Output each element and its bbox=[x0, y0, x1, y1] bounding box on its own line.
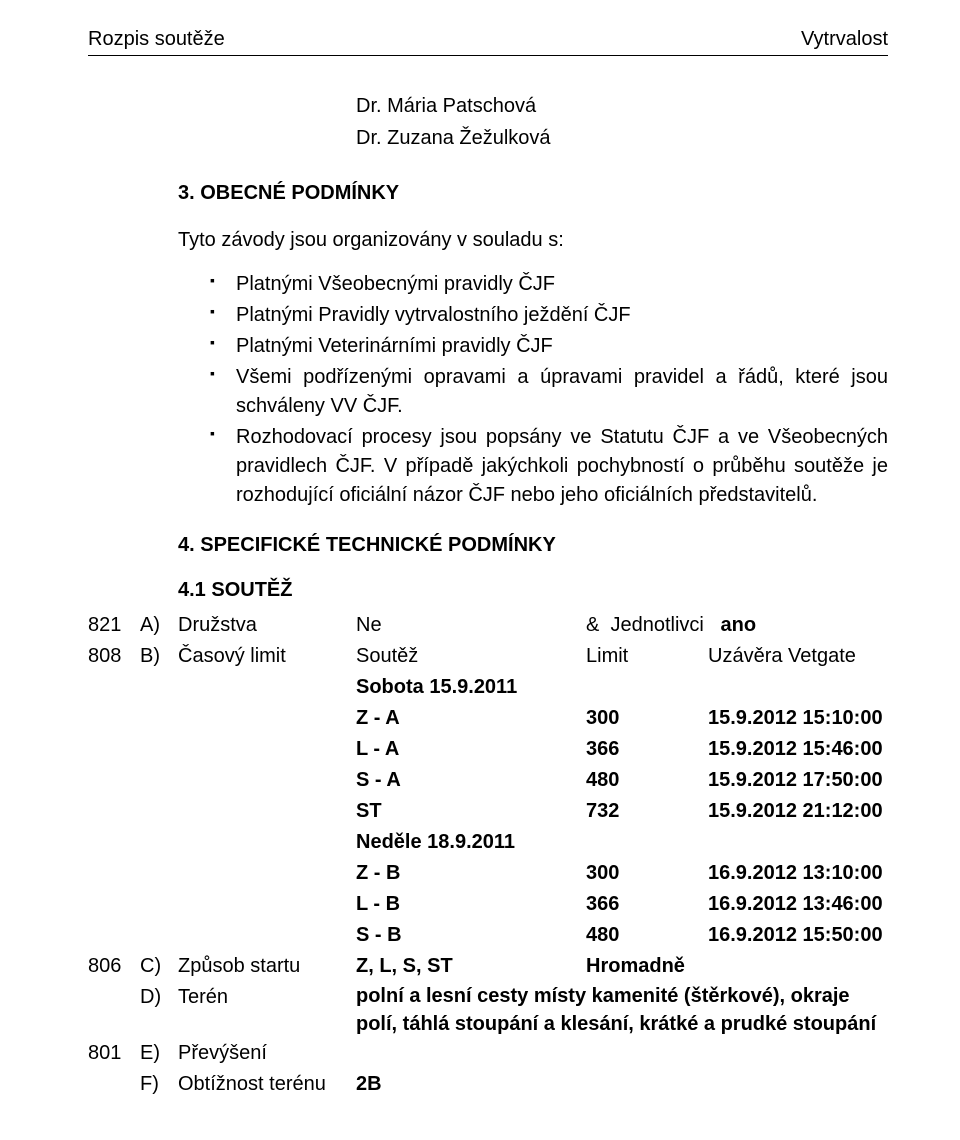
bullet-item: Rozhodovací procesy jsou popsány ve Stat… bbox=[210, 423, 888, 510]
teren-text: polní a lesní cesty místy kamenité (štěr… bbox=[356, 982, 888, 1038]
day-2-heading: Neděle 18.9.2011 bbox=[356, 827, 888, 858]
letter: C) bbox=[140, 951, 178, 982]
label: Časový limit bbox=[178, 641, 356, 672]
label: Družstva bbox=[178, 610, 356, 641]
schedule-line: S - A 480 15.9.2012 17:50:00 bbox=[356, 765, 888, 796]
letter: A) bbox=[140, 610, 178, 641]
h2: Limit bbox=[586, 641, 708, 672]
names-block: Dr. Mária Patschová Dr. Zuzana Žežulková bbox=[356, 90, 888, 154]
row-d: D) Terén polní a lesní cesty místy kamen… bbox=[88, 982, 888, 1038]
document-page: Rozpis soutěže Vytrvalost Dr. Mária Pats… bbox=[0, 0, 960, 1140]
h3: Uzávěra Vetgate bbox=[708, 641, 888, 672]
header-rule bbox=[88, 55, 888, 56]
schedule-line: S - B 480 16.9.2012 15:50:00 bbox=[356, 920, 888, 951]
name-2: Dr. Zuzana Žežulková bbox=[356, 122, 888, 154]
schedule-line: Z - A 300 15.9.2012 15:10:00 bbox=[356, 703, 888, 734]
schedule-line: Z - B 300 16.9.2012 13:10:00 bbox=[356, 858, 888, 889]
letter: E) bbox=[140, 1038, 178, 1069]
row-a: 821 A) Družstva Ne & Jednotlivci ano bbox=[88, 610, 888, 641]
day-1-heading: Sobota 15.9.2011 bbox=[356, 672, 888, 703]
page-header: Rozpis soutěže Vytrvalost bbox=[88, 28, 888, 51]
section-4-sub: 4.1 SOUTĚŽ bbox=[178, 579, 888, 602]
label: Způsob startu bbox=[178, 951, 356, 982]
schedule-line: L - B 366 16.9.2012 13:46:00 bbox=[356, 889, 888, 920]
bullet-item: Platnými Pravidly vytrvalostního ježdění… bbox=[210, 301, 888, 330]
bullet-item: Všemi podřízenými opravami a úpravami pr… bbox=[210, 363, 888, 421]
label: Obtížnost terénu bbox=[178, 1069, 356, 1100]
schedule-line: ST 732 15.9.2012 21:12:00 bbox=[356, 796, 888, 827]
letter: D) bbox=[140, 982, 178, 1013]
name-1: Dr. Mária Patschová bbox=[356, 90, 888, 122]
letter: B) bbox=[140, 641, 178, 672]
bullet-item: Platnými Všeobecnými pravidly ČJF bbox=[210, 270, 888, 299]
section-3-intro: Tyto závody jsou organizovány v souladu … bbox=[178, 229, 888, 252]
letter: F) bbox=[140, 1069, 178, 1100]
section-3-title: 3. OBECNÉ PODMÍNKY bbox=[178, 182, 888, 205]
label: Převýšení bbox=[178, 1038, 356, 1069]
mid: Ne bbox=[356, 610, 586, 641]
row-f: F) Obtížnost terénu 2B bbox=[88, 1069, 888, 1100]
val: 2B bbox=[356, 1069, 586, 1100]
right: & Jednotlivci ano bbox=[586, 610, 888, 641]
right: Hromadně bbox=[586, 951, 888, 982]
header-left: Rozpis soutěže bbox=[88, 28, 225, 51]
row-b: 808 B) Časový limit Soutěž Limit Uzávěra… bbox=[88, 641, 888, 672]
schedule-line: L - A 366 15.9.2012 15:46:00 bbox=[356, 734, 888, 765]
code: 821 bbox=[88, 610, 140, 641]
bullet-list: Platnými Všeobecnými pravidly ČJF Platný… bbox=[210, 270, 888, 510]
mid: Z, L, S, ST bbox=[356, 951, 586, 982]
bullet-item: Platnými Veterinárními pravidly ČJF bbox=[210, 332, 888, 361]
header-right: Vytrvalost bbox=[801, 28, 888, 51]
row-e: 801 E) Převýšení bbox=[88, 1038, 888, 1069]
code: 806 bbox=[88, 951, 140, 982]
code: 808 bbox=[88, 641, 140, 672]
label: Terén bbox=[178, 982, 356, 1013]
h1: Soutěž bbox=[356, 641, 586, 672]
row-c: 806 C) Způsob startu Z, L, S, ST Hromadn… bbox=[88, 951, 888, 982]
section-4-title: 4. SPECIFICKÉ TECHNICKÉ PODMÍNKY bbox=[178, 534, 888, 557]
code: 801 bbox=[88, 1038, 140, 1069]
